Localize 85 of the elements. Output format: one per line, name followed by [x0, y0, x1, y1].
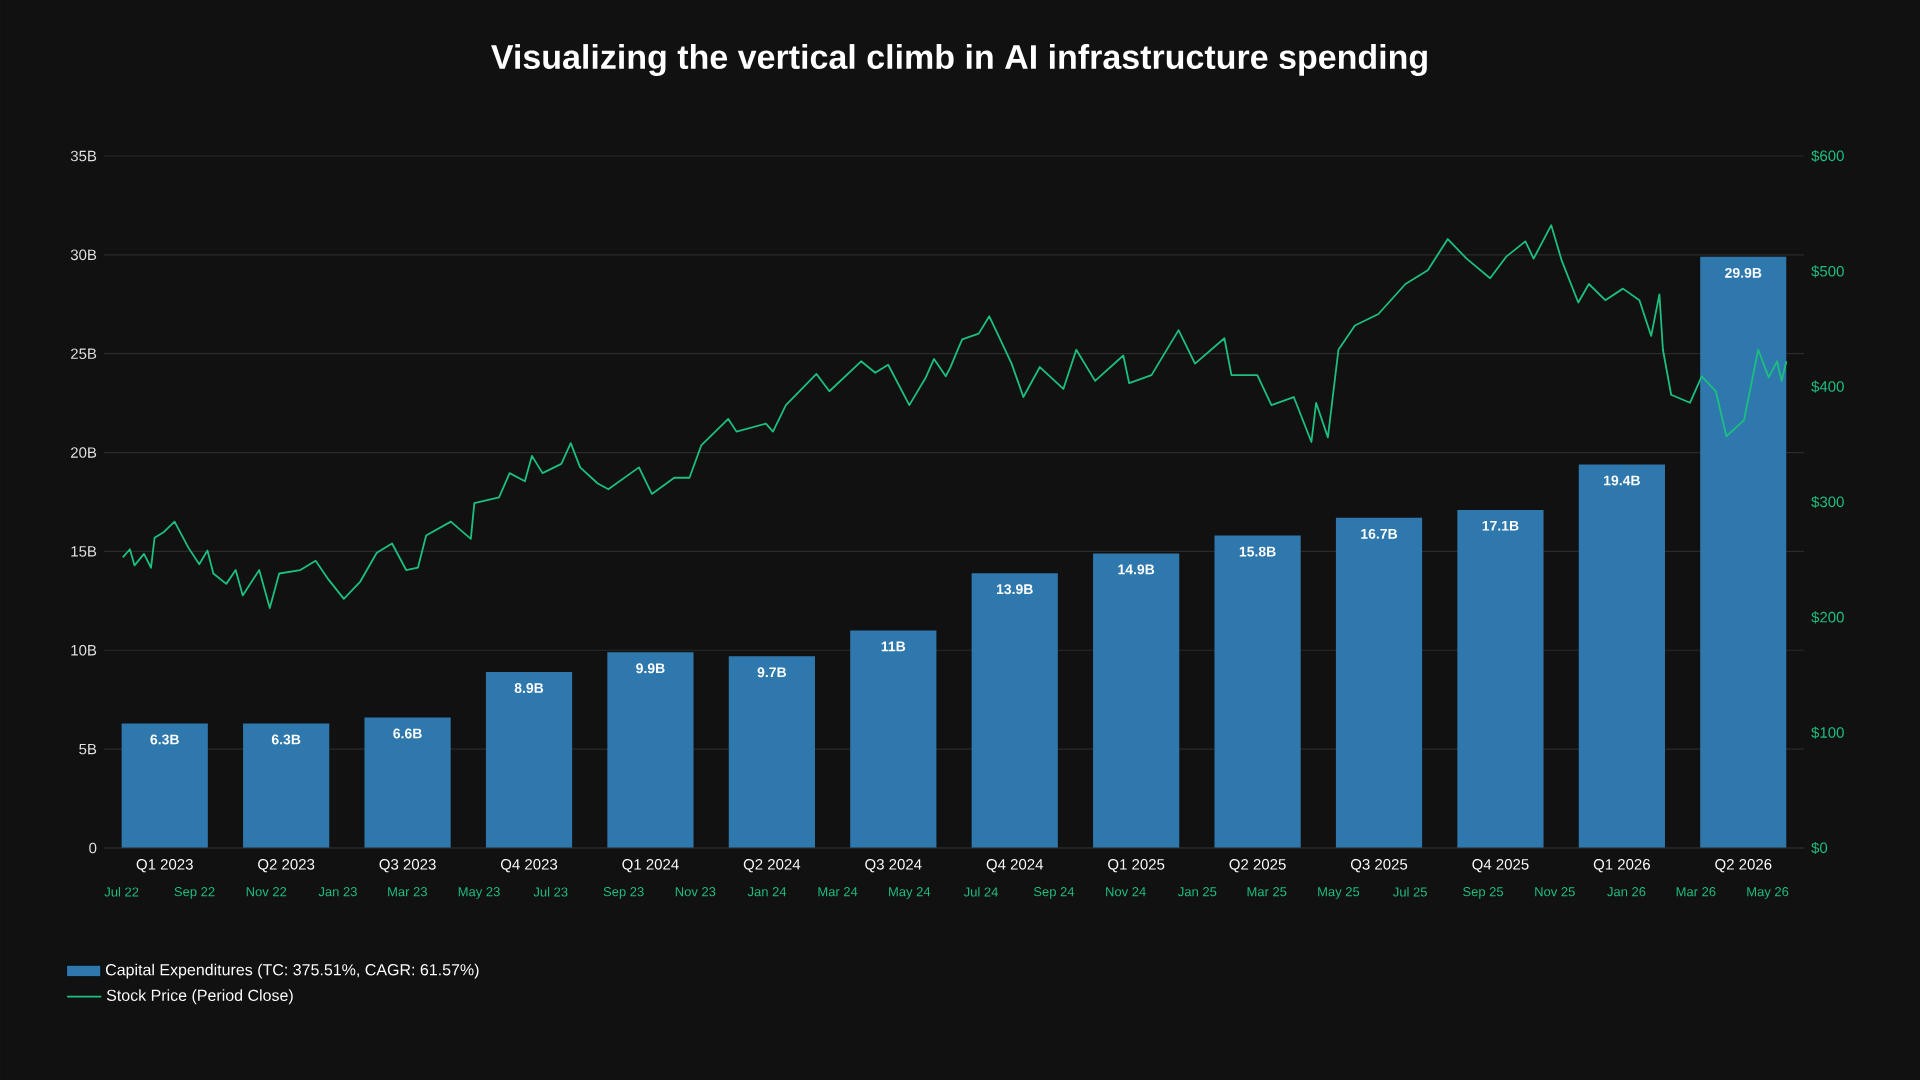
x-tick-label: Q3 2024	[865, 859, 922, 873]
y-tick-label: 25B	[71, 348, 97, 360]
x-tick-label: Sep 23	[603, 887, 644, 899]
y-tick-label: 10B	[71, 644, 97, 656]
y-tick-label: $100	[1811, 726, 1844, 739]
x-tick-label: Sep 24	[1033, 887, 1075, 899]
y-tick-label: 35B	[70, 150, 97, 162]
x-tick-label: May 25	[1318, 887, 1360, 899]
y-tick-label: 0	[89, 842, 97, 854]
x-tick-label: Q1 2026	[1593, 859, 1650, 873]
bar	[243, 723, 330, 848]
bar	[1093, 553, 1180, 848]
x-tick-label: Q2 2024	[743, 859, 801, 873]
x-tick-label: Mar 25	[1247, 887, 1287, 897]
x-tick-label: Mar 23	[388, 887, 427, 897]
x-tick-label: Q1 2025	[1108, 859, 1165, 873]
bar	[971, 573, 1058, 848]
bar	[1214, 535, 1301, 848]
legend-label: Stock Price (Period Close)	[106, 989, 293, 1005]
data-label: 13.9B	[996, 584, 1033, 595]
data-label: 6.3B	[271, 734, 301, 745]
data-label: 9.7B	[757, 667, 787, 678]
x-tick-label: Jan 24	[747, 887, 787, 897]
data-label: 14.9B	[1118, 564, 1155, 575]
bar	[121, 723, 208, 848]
y-tick-label: $300	[1811, 495, 1844, 509]
data-label: 15.8B	[1239, 546, 1276, 557]
x-tick-label: Jan 25	[1178, 887, 1217, 897]
x-tick-label: Q2 2026	[1715, 859, 1772, 873]
y-tick-label: 30B	[70, 249, 97, 261]
x-tick-label: Jan 23	[318, 887, 357, 897]
data-label: 17.1B	[1482, 520, 1519, 531]
x-tick-label: Q4 2025	[1472, 859, 1529, 873]
bar	[1457, 509, 1544, 848]
x-tick-label: Nov 22	[246, 887, 287, 897]
x-tick-label: Mar 26	[1676, 887, 1716, 897]
bar	[1700, 256, 1787, 848]
x-tick-label: May 24	[889, 887, 931, 899]
x-tick-label: Q4 2023	[500, 859, 558, 873]
y-tick-label: 20B	[71, 447, 97, 458]
bar	[850, 630, 937, 848]
data-label: 16.7B	[1361, 528, 1398, 539]
x-tick-label: Q1 2023	[136, 859, 193, 873]
x-tick-label: Nov 24	[1106, 887, 1146, 897]
x-tick-label: Jul 22	[104, 887, 139, 897]
x-tick-label: Jul 24	[963, 887, 998, 897]
data-label: 19.4B	[1604, 475, 1640, 486]
x-tick-label: Q2 2023	[258, 859, 315, 873]
data-label: 6.6B	[393, 728, 422, 739]
line-series	[121, 224, 1788, 609]
x-tick-label: Q2 2025	[1229, 859, 1286, 873]
y-tick-label: $500	[1811, 265, 1844, 278]
x-tick-label: Sep 25	[1463, 887, 1504, 899]
data-label: 9.9B	[636, 663, 665, 674]
x-tick-label: Q3 2023	[379, 859, 436, 873]
bar	[364, 717, 451, 848]
x-tick-label: Jul 25	[1393, 887, 1427, 897]
x-tick-label: Q4 2024	[986, 859, 1044, 873]
y-tick-label: 15B	[71, 546, 97, 557]
legend-label: Capital Expenditures (TC: 375.51%, CAGR: 61.57%)	[105, 963, 479, 979]
x-tick-label: Q3 2025	[1350, 859, 1408, 873]
y-tick-label: $600	[1811, 149, 1844, 163]
x-tick-label: Nov 23	[675, 887, 716, 897]
data-label: 6.3B	[150, 734, 179, 745]
x-tick-label: May 26	[1747, 887, 1789, 899]
data-label: 29.9B	[1725, 267, 1762, 278]
x-tick-label: May 23	[458, 887, 500, 899]
x-tick-label: Jul 23	[533, 887, 568, 897]
x-tick-label: Nov 25	[1535, 887, 1575, 897]
bar	[607, 652, 694, 848]
y-tick-label: $400	[1811, 380, 1844, 393]
data-label: 11B	[881, 641, 906, 652]
x-tick-label: Mar 24	[818, 887, 858, 897]
bar	[1578, 464, 1665, 848]
y-tick-label: $0	[1811, 841, 1828, 855]
chart-title: Visualizing the vertical climb in AI infrastructure spending	[491, 44, 1427, 76]
bar	[1335, 517, 1423, 848]
y-tick-label: 5B	[79, 743, 97, 755]
x-tick-label: Jan 26	[1607, 887, 1646, 897]
data-label: 8.9B	[514, 683, 544, 693]
bar	[728, 656, 815, 848]
x-tick-label: Q1 2024	[622, 859, 679, 873]
y-tick-label: $200	[1811, 611, 1844, 624]
x-tick-label: Sep 22	[174, 887, 215, 899]
bar	[485, 672, 573, 848]
